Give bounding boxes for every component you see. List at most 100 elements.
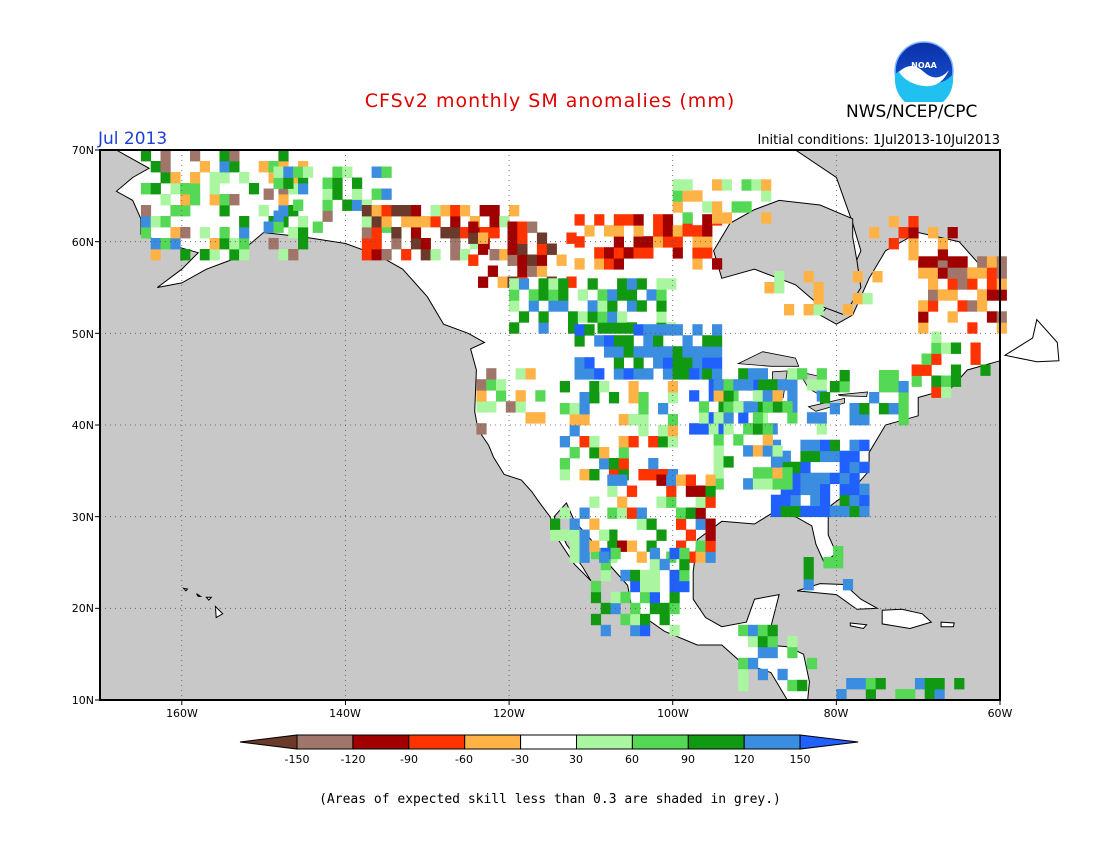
anomaly-cell <box>640 591 651 604</box>
anomaly-cell <box>772 467 783 479</box>
anomaly-cell <box>589 496 600 508</box>
anomaly-cell <box>679 580 690 593</box>
anomaly-cell <box>810 483 821 496</box>
anomaly-cell <box>391 227 402 239</box>
anomaly-cell <box>770 505 782 518</box>
anomaly-cell <box>589 392 600 404</box>
anomaly-cell <box>170 172 181 184</box>
anomaly-cell <box>623 346 634 358</box>
anomaly-cell <box>957 256 968 268</box>
anomaly-cell <box>865 689 876 701</box>
anomaly-cell <box>800 505 811 518</box>
anomaly-cell <box>666 278 677 290</box>
anomaly-cell <box>820 472 831 485</box>
anomaly-cell <box>559 458 570 470</box>
anomaly-cell <box>558 289 569 301</box>
anomaly-cell <box>800 450 811 463</box>
anomaly-cell <box>911 375 922 387</box>
anomaly-cell <box>569 518 580 530</box>
anomaly-cell <box>538 322 549 334</box>
anomaly-cell <box>669 547 680 560</box>
anomaly-cell <box>685 474 696 486</box>
anomaly-cell <box>996 289 1007 301</box>
anomaly-cell <box>558 278 569 290</box>
anomaly-cell <box>518 311 530 323</box>
anomaly-cell <box>620 613 631 626</box>
colorbar-swatch <box>239 734 298 750</box>
anomaly-cell <box>672 225 683 237</box>
anomaly-cell <box>574 236 585 248</box>
anomaly-cell <box>761 179 772 191</box>
anomaly-cell <box>757 624 768 637</box>
anomaly-cell <box>450 238 461 250</box>
anomaly-cell <box>559 381 570 393</box>
anomaly-cell <box>626 322 638 334</box>
anomaly-cell <box>849 403 860 415</box>
anomaly-cell <box>950 375 962 387</box>
anomaly-cell <box>658 436 669 448</box>
anomaly-cell <box>839 494 850 507</box>
anomaly-cell <box>577 289 588 301</box>
anomaly-cell <box>689 423 700 435</box>
colorbar-swatch <box>743 734 801 750</box>
anomaly-cell <box>150 216 161 228</box>
anomaly-cell <box>579 529 590 541</box>
anomaly-cell <box>810 505 821 518</box>
anomaly-cell <box>499 216 510 228</box>
anomaly-cell <box>648 436 659 448</box>
anomaly-cell <box>589 447 600 459</box>
anomaly-cell <box>748 368 759 380</box>
anomaly-cell <box>829 439 840 452</box>
anomaly-cell <box>656 474 667 486</box>
anomaly-cell <box>381 188 392 200</box>
anomaly-cell <box>787 412 798 424</box>
anomaly-cell <box>761 212 772 224</box>
land-mass <box>940 621 955 628</box>
anomaly-cell <box>797 679 808 692</box>
anomaly-cell <box>797 368 808 380</box>
anomaly-cell <box>695 507 706 519</box>
anomaly-cell <box>924 689 935 701</box>
anomaly-cell <box>633 247 644 259</box>
anomaly-cell <box>160 161 171 173</box>
anomaly-cell <box>535 390 546 402</box>
anomaly-cell <box>928 289 939 301</box>
anomaly-cell <box>757 646 768 659</box>
anomaly-cell <box>636 551 647 563</box>
anomaly-cell <box>584 368 595 380</box>
anomaly-cell <box>258 205 269 217</box>
anomaly-cell <box>150 183 161 195</box>
anomaly-cell <box>401 216 412 228</box>
anomaly-cell <box>460 205 471 217</box>
anomaly-cell <box>800 461 811 474</box>
anomaly-cell <box>140 227 152 239</box>
anomaly-cell <box>820 494 831 507</box>
anomaly-cell <box>633 346 644 358</box>
anomaly-cell <box>298 238 309 250</box>
anomaly-cell <box>790 483 801 496</box>
anomaly-cell <box>420 238 431 250</box>
anomaly-cell <box>430 205 441 217</box>
anomaly-cell <box>278 249 289 261</box>
anomaly-cell <box>888 216 899 228</box>
anomaly-cell <box>862 293 873 305</box>
anomaly-cell <box>361 205 372 217</box>
anomaly-cell <box>239 238 250 250</box>
anomaly-cell <box>829 505 840 518</box>
anomaly-cell <box>332 166 343 178</box>
anomaly-cell <box>239 216 250 228</box>
anomaly-cell <box>381 216 392 228</box>
chart-title: CFSv2 monthly SM anomalies (mm) <box>364 90 736 112</box>
anomaly-cell <box>682 357 693 369</box>
anomaly-cell <box>548 300 559 312</box>
anomaly-cell <box>782 467 793 479</box>
anomaly-cell <box>679 558 690 571</box>
colorbar-swatch <box>464 734 522 750</box>
anomaly-cell <box>859 461 870 474</box>
anomaly-cell <box>659 613 670 626</box>
anomaly-cell <box>738 368 749 380</box>
anomaly-cell <box>613 258 624 270</box>
anomaly-cell <box>829 381 840 393</box>
anomaly-cell <box>371 227 382 239</box>
anomaly-cell <box>859 414 870 426</box>
